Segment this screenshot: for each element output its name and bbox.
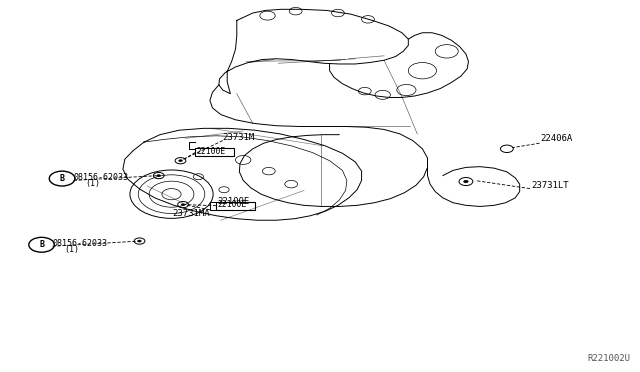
Text: 08156-62033: 08156-62033 bbox=[52, 240, 108, 248]
Text: 23731MA: 23731MA bbox=[173, 209, 211, 218]
Text: 23731M: 23731M bbox=[223, 133, 255, 142]
Circle shape bbox=[29, 237, 54, 252]
Text: 23731LT: 23731LT bbox=[531, 181, 569, 190]
Text: B: B bbox=[60, 174, 65, 183]
Circle shape bbox=[181, 203, 185, 206]
Text: R221002U: R221002U bbox=[588, 354, 630, 363]
Bar bbox=[216, 202, 255, 210]
Text: (1): (1) bbox=[64, 245, 79, 254]
Text: 22100E: 22100E bbox=[218, 198, 250, 206]
Circle shape bbox=[49, 171, 75, 186]
Circle shape bbox=[157, 174, 161, 177]
Text: B: B bbox=[39, 240, 44, 249]
Text: 22100E: 22100E bbox=[196, 147, 226, 156]
Text: 22406A: 22406A bbox=[541, 134, 573, 143]
Circle shape bbox=[138, 240, 141, 242]
Text: 22100E: 22100E bbox=[218, 201, 247, 209]
Circle shape bbox=[463, 180, 468, 183]
Bar bbox=[195, 148, 234, 156]
Text: (1): (1) bbox=[85, 179, 100, 188]
Text: 08156-62033: 08156-62033 bbox=[74, 173, 129, 182]
Circle shape bbox=[179, 160, 182, 162]
